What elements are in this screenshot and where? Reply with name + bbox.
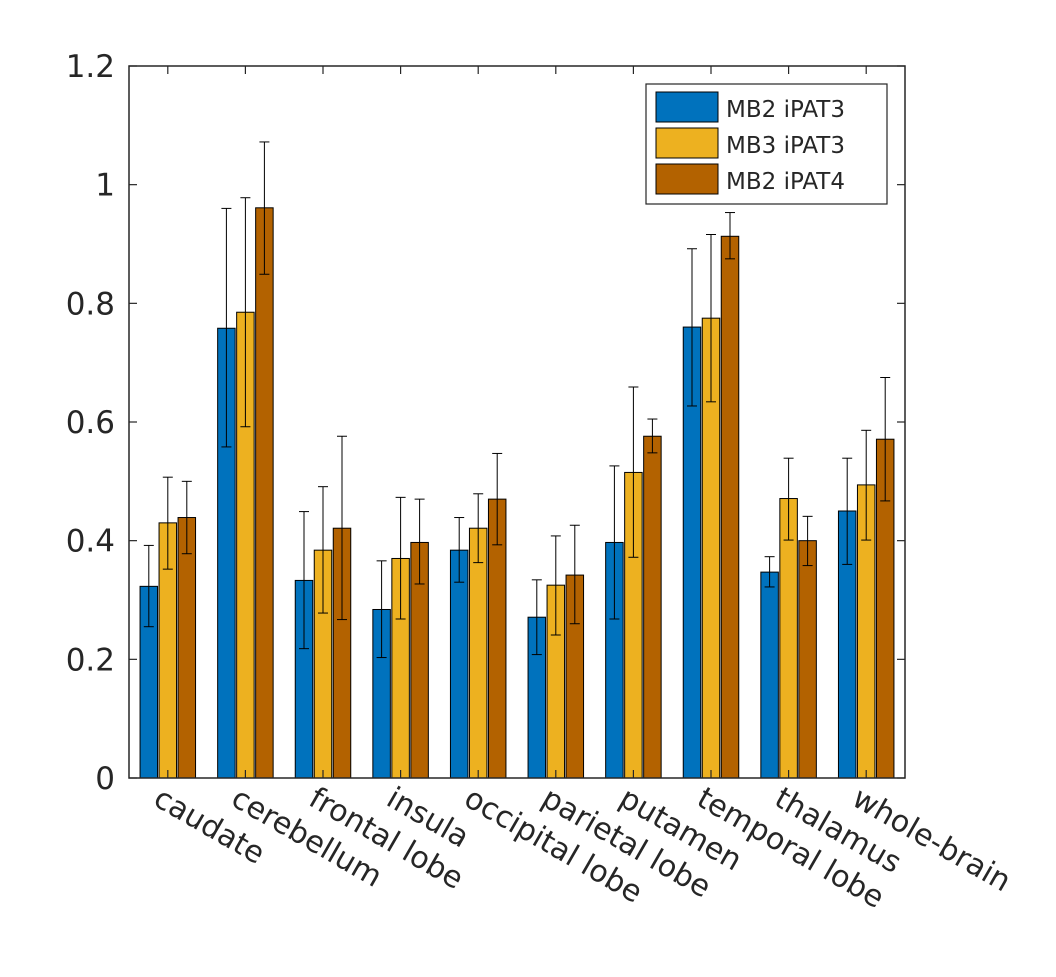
error-bar-8-0	[764, 556, 775, 588]
error-bar-7-1	[706, 234, 716, 403]
error-bar-3-1	[395, 496, 406, 620]
bar-8-0	[760, 571, 779, 779]
error-bar-5-1	[550, 535, 561, 636]
legend-swatch	[655, 163, 719, 195]
bar-6-2	[643, 435, 662, 779]
y-tick-label: 0	[95, 761, 115, 797]
legend-label: MB2 iPAT4	[726, 169, 845, 195]
error-bar-1-2	[259, 141, 270, 275]
error-bar-9-0	[842, 457, 853, 565]
y-tick-label: 0.6	[66, 405, 115, 441]
error-bar-0-0	[143, 544, 154, 628]
error-bar-4-2	[492, 452, 503, 546]
error-bar-3-0	[376, 560, 387, 659]
error-bar-5-2	[569, 524, 580, 625]
error-bar-8-2	[802, 515, 813, 567]
legend: MB2 iPAT3 MB3 iPAT3 MB2 iPAT4	[645, 83, 888, 205]
error-bars-layer	[143, 141, 891, 659]
error-bar-9-1	[861, 429, 872, 541]
error-bar-1-0	[221, 207, 232, 448]
bar-1-2	[255, 207, 274, 779]
bar-8-2	[798, 540, 817, 779]
error-bar-8-1	[783, 457, 794, 541]
error-bar-1-1	[240, 197, 251, 428]
error-bar-6-1	[628, 386, 639, 558]
error-bar-6-0	[609, 465, 620, 620]
legend-label: MB2 iPAT3	[726, 97, 845, 123]
y-axis: 0 0.2 0.4 0.6 0.8 1 1.2	[66, 49, 905, 797]
error-bar-9-2	[880, 377, 891, 502]
y-tick-label: 1.2	[66, 49, 115, 85]
y-tick-label: 0.2	[66, 642, 115, 678]
y-tick-label: 1	[95, 168, 115, 204]
error-bar-7-2	[725, 212, 735, 260]
bar-0-2	[177, 517, 197, 779]
error-bar-4-0	[454, 517, 465, 583]
legend-swatch	[655, 127, 719, 159]
legend-item: MB2 iPAT3	[655, 91, 845, 123]
bar-7-2	[720, 235, 740, 779]
legend-swatch	[655, 91, 719, 123]
error-bar-0-2	[181, 480, 192, 555]
error-bar-2-1	[318, 486, 328, 614]
error-bar-2-0	[299, 511, 309, 650]
y-tick-label: 0.4	[66, 524, 115, 560]
legend-item: MB3 iPAT3	[655, 127, 845, 159]
error-bar-6-2	[647, 418, 658, 454]
error-bar-4-1	[473, 493, 484, 564]
legend-item: MB2 iPAT4	[655, 163, 845, 195]
bars-layer	[139, 207, 895, 779]
error-bar-2-2	[337, 435, 347, 621]
y-tick-label: 0.8	[66, 286, 115, 322]
bar-4-0	[449, 549, 469, 779]
legend-label: MB3 iPAT3	[726, 133, 845, 159]
error-bar-5-0	[531, 579, 542, 656]
error-bar-7-0	[687, 248, 697, 407]
error-bar-0-1	[162, 476, 173, 570]
bar-4-1	[468, 527, 488, 779]
error-bar-3-2	[414, 498, 425, 585]
